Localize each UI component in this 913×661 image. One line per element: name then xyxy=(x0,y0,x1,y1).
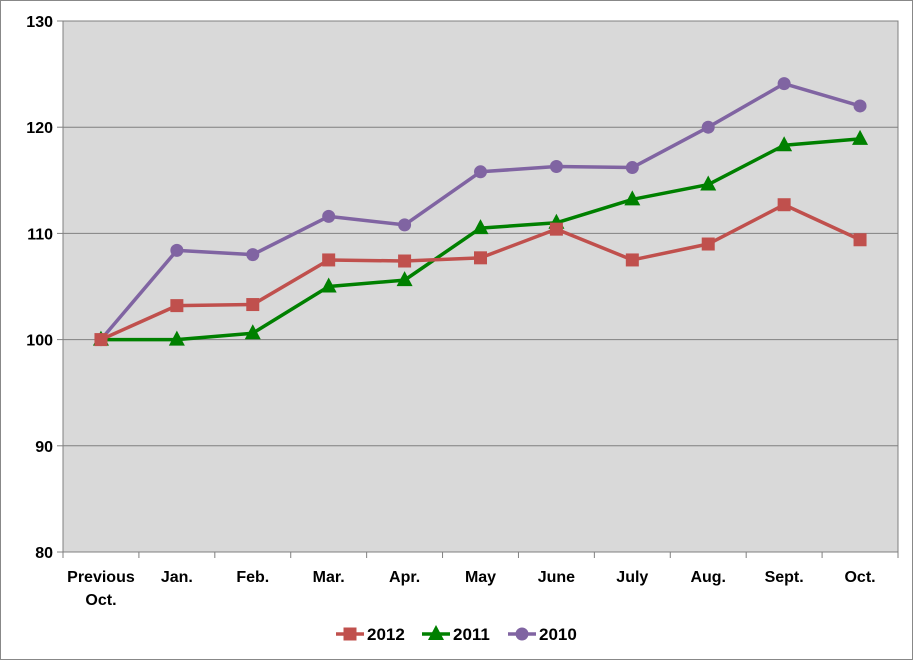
data-point-2011 xyxy=(396,271,413,287)
data-point-2012 xyxy=(777,198,791,212)
x-tick-label: Feb. xyxy=(236,569,269,586)
data-point-2010 xyxy=(246,248,260,262)
y-tick-label: 110 xyxy=(27,226,53,243)
x-tick-label: Aug. xyxy=(690,569,726,586)
x-tick-label: June xyxy=(538,569,575,586)
data-point-2011 xyxy=(852,129,869,145)
y-tick-label: 90 xyxy=(35,439,53,456)
data-point-2010 xyxy=(549,159,563,173)
data-point-2010 xyxy=(322,209,336,223)
data-point-2011 xyxy=(320,277,337,293)
plot-area xyxy=(62,20,899,553)
data-point-2012 xyxy=(625,253,639,267)
y-tick-label: 130 xyxy=(26,14,53,31)
x-tick-label-line: June xyxy=(538,569,575,586)
x-tick-label-line: Apr. xyxy=(389,569,420,586)
x-tick-label-line: Previous xyxy=(67,569,135,586)
data-point-2011 xyxy=(776,136,793,152)
data-point-2011 xyxy=(168,330,185,346)
x-tick-label: May xyxy=(465,569,496,586)
data-point-2012 xyxy=(549,222,563,236)
legend-marker-2012 xyxy=(343,627,357,641)
x-tick-label: Mar. xyxy=(313,569,345,586)
data-point-2010 xyxy=(398,218,412,232)
data-point-2012 xyxy=(398,254,412,268)
legend-label-2012: 2012 xyxy=(367,625,405,644)
data-point-2010 xyxy=(625,161,639,175)
x-tick-label: July xyxy=(616,569,648,586)
x-tick-label-line: July xyxy=(616,569,648,586)
data-point-2011 xyxy=(700,175,717,191)
x-tick-label: Apr. xyxy=(389,569,420,586)
y-tick-label: 100 xyxy=(26,333,53,350)
x-tick-label: Jan. xyxy=(161,569,193,586)
data-point-2011 xyxy=(472,219,489,235)
data-point-2010 xyxy=(777,77,791,91)
data-point-2011 xyxy=(244,324,261,340)
x-tick-label-line: Feb. xyxy=(236,569,269,586)
data-point-2012 xyxy=(853,233,867,247)
x-tick-label-line: Mar. xyxy=(313,569,345,586)
y-tick-label: 120 xyxy=(26,120,53,137)
data-point-2010 xyxy=(701,120,715,134)
legend-label-2011: 2011 xyxy=(453,625,490,644)
legend-label-2010: 2010 xyxy=(539,625,577,644)
y-tick-label: 80 xyxy=(35,545,53,562)
x-tick-label: Sept. xyxy=(765,569,804,586)
data-point-2010 xyxy=(853,99,867,113)
x-tick-label-line: May xyxy=(465,569,496,586)
x-tick-label-line: Oct. xyxy=(844,569,875,586)
legend-marker-2010 xyxy=(515,627,529,641)
data-point-2012 xyxy=(246,298,260,312)
data-point-2012 xyxy=(474,251,487,265)
x-tick-label: Oct. xyxy=(844,569,875,586)
data-point-2011 xyxy=(624,190,641,206)
x-tick-label-line: Aug. xyxy=(690,569,726,586)
data-point-2010 xyxy=(170,243,184,257)
x-tick-label: Previous Oct. xyxy=(67,569,135,609)
data-point-2012 xyxy=(322,253,336,267)
data-point-2012 xyxy=(701,237,715,251)
x-tick-label-line: Jan. xyxy=(161,569,193,586)
legend-marker-2011 xyxy=(428,625,444,640)
data-point-2010 xyxy=(474,165,487,179)
x-tick-label-line: Oct. xyxy=(85,592,116,609)
x-tick-label-line: Sept. xyxy=(765,569,804,586)
data-point-2012 xyxy=(94,333,108,347)
data-point-2012 xyxy=(170,299,184,313)
